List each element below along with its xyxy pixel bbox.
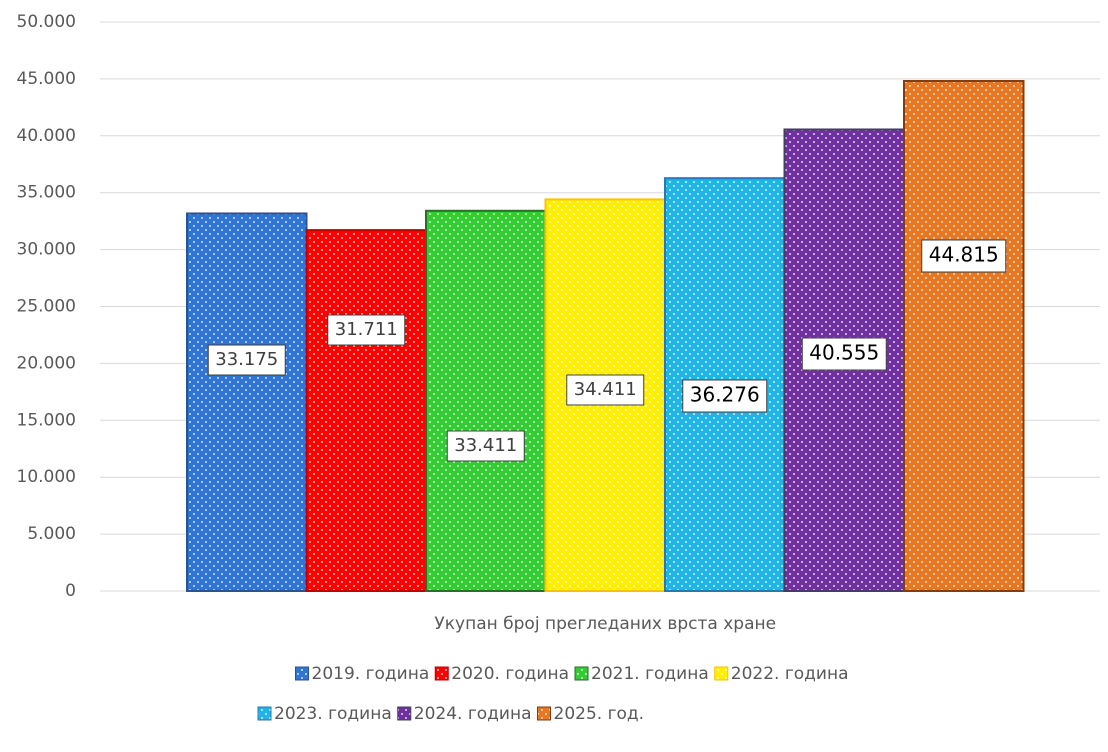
bar <box>903 80 1025 592</box>
data-label: 31.711 <box>335 319 398 340</box>
legend-swatch <box>574 666 589 681</box>
legend-swatch <box>434 666 449 681</box>
y-tick-label: 45.000 <box>17 69 76 89</box>
legend-item: 2021. година <box>574 664 709 684</box>
legend-label: 2021. година <box>591 664 709 684</box>
y-tick-label: 0 <box>65 581 76 601</box>
legend-label: 2020. година <box>451 664 569 684</box>
x-tick-label: Укупан број прегледаних врста хране <box>434 614 776 634</box>
data-label: 36.276 <box>690 383 760 407</box>
data-label: 44.815 <box>929 243 999 267</box>
legend-label: 2022. година <box>731 664 849 684</box>
data-label-box <box>566 374 645 406</box>
legend-swatch <box>295 666 309 681</box>
data-label: 33.411 <box>454 435 517 456</box>
y-tick-label: 20.000 <box>17 353 76 373</box>
data-label: 34.411 <box>574 379 637 400</box>
y-tick-label: 40.000 <box>17 126 76 146</box>
legend-swatch <box>257 706 272 721</box>
legend-label: 2025. год. <box>554 704 645 724</box>
legend-item: 2022. година <box>714 664 849 684</box>
data-label-box <box>327 314 406 346</box>
data-label-box <box>446 430 525 462</box>
bar <box>305 229 427 592</box>
y-tick-label: 15.000 <box>17 410 76 430</box>
legend-item: 2020. година <box>434 664 569 684</box>
legend-item: 2025. год. <box>537 704 645 724</box>
legend-item: 2024. година <box>397 704 532 724</box>
y-tick-label: 10.000 <box>17 467 76 487</box>
legend-label: 2023. година <box>274 704 392 724</box>
legend-swatch <box>714 666 729 681</box>
y-tick-label: 35.000 <box>17 183 76 203</box>
data-label-box <box>921 239 1007 273</box>
legend-label: 2024. година <box>414 704 532 724</box>
bar <box>186 212 308 592</box>
data-label-box <box>801 337 887 371</box>
bar <box>425 209 547 593</box>
y-tick-label: 30.000 <box>17 240 76 260</box>
y-tick-label: 25.000 <box>17 297 76 317</box>
data-label-box <box>682 379 768 413</box>
legend-label: 2019. година <box>312 664 430 684</box>
legend-swatch <box>397 706 412 721</box>
legend-swatch <box>537 706 551 721</box>
data-label: 40.555 <box>809 341 879 365</box>
y-tick-label: 50.000 <box>17 12 76 32</box>
legend-item: 2023. година <box>257 704 392 724</box>
y-tick-label: 5.000 <box>27 524 76 544</box>
data-label-box <box>207 344 286 376</box>
data-label: 33.175 <box>215 349 278 370</box>
legend-item: 2019. година <box>295 664 430 684</box>
